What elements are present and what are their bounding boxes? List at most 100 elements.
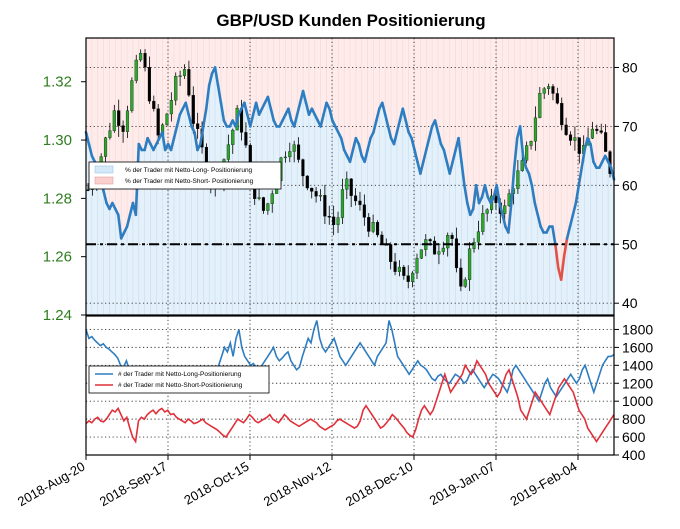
long-share-band [461, 161, 465, 315]
long-share-band [549, 226, 553, 315]
short-share-band [546, 38, 550, 233]
long-share-band [276, 126, 280, 315]
short-share-band [429, 38, 433, 139]
long-share-band [311, 108, 316, 315]
percent-tick-label: 60 [622, 177, 638, 193]
candle-up [270, 193, 274, 204]
long-share-band [282, 120, 286, 315]
long-share-band [209, 85, 213, 316]
short-share-band [115, 38, 119, 209]
net-long-segment [204, 83, 211, 111]
candle-down [599, 130, 603, 133]
long-share-band [171, 149, 175, 315]
short-share-band [446, 38, 451, 162]
percent-tick-label: 70 [622, 118, 638, 134]
net-long-segment [580, 148, 586, 169]
long-share-band [350, 161, 354, 315]
long-share-band [197, 149, 201, 315]
date-tick-label: 2019-Jan-07 [427, 459, 498, 508]
net-long-segment [372, 119, 378, 134]
positioning-lines [84, 66, 616, 281]
long-share-band [487, 197, 492, 315]
long-share-band [385, 114, 389, 315]
short-share-band [197, 38, 201, 150]
short-share-band [162, 38, 166, 133]
long-share-band [470, 214, 474, 315]
candle-up [108, 130, 112, 138]
short-share-band [215, 38, 219, 68]
net-long-segment [357, 142, 364, 158]
net-long-segment [424, 136, 431, 152]
short-share-band [344, 38, 348, 150]
top-panel-frame [85, 37, 615, 316]
long-share-band [405, 120, 410, 315]
long-share-band [218, 85, 222, 316]
candle-down [248, 145, 252, 165]
short-share-band [593, 38, 597, 162]
long-share-band [150, 144, 154, 315]
short-share-band [352, 38, 357, 150]
short-share-band [288, 38, 292, 109]
top-legend: % der Trader mit Netto-Long- Positionier… [88, 161, 282, 190]
long-share-band [572, 214, 577, 315]
long-share-band [306, 102, 310, 315]
date-axis: 2018-Aug-20 2018-Sep-17 2018-Oct-15 2018-No… [15, 455, 580, 509]
net-long-segment [589, 142, 595, 164]
long-share-band [103, 191, 107, 315]
candle-down [261, 197, 266, 211]
net-long-segment [422, 148, 428, 164]
candle-up [415, 258, 419, 274]
candle-up [533, 117, 537, 142]
net-long-segment [193, 130, 199, 152]
long-share-band [435, 120, 439, 315]
short-share-band [264, 38, 269, 103]
long-share-band [115, 208, 119, 315]
candle-up [340, 189, 344, 218]
short-share-band [394, 38, 398, 145]
long-share-band [253, 114, 257, 315]
long-share-band [326, 102, 330, 315]
short-share-band [194, 38, 198, 133]
short-share-band [132, 38, 137, 204]
short-share-band [347, 38, 351, 156]
long-share-band [291, 120, 295, 315]
short-share-band [156, 38, 160, 145]
candle-up [520, 160, 524, 171]
long-share-band [482, 197, 486, 315]
short-share-band [558, 38, 562, 268]
short-share-band [218, 38, 222, 86]
net-long-segment [175, 113, 182, 128]
long-share-band [124, 232, 128, 315]
candle-up [371, 222, 375, 232]
net-long-segment [401, 107, 408, 122]
candle-down [305, 175, 309, 189]
short-share-band [511, 38, 515, 204]
long-share-band [317, 120, 322, 315]
short-share-band [564, 38, 568, 257]
long-share-band [443, 149, 448, 315]
candle-down [327, 216, 331, 218]
candle-up [419, 249, 423, 259]
long-share-band [567, 238, 571, 315]
net-long-segment [213, 66, 220, 87]
short-share-band [611, 38, 615, 168]
long-share-band [159, 138, 163, 315]
short-share-band [276, 38, 280, 127]
short-share-band [235, 38, 239, 127]
price-tick-label: 1.24 [43, 307, 72, 324]
legend-short-label: % der Trader mit Netto-Short- Positionie… [125, 178, 254, 185]
candle-down [459, 267, 463, 287]
net-long-segment [348, 148, 355, 164]
price-positioning-panel: 1.24 1.26 1.28 1.30 1.32 40 50 60 70 80 % der Tr… [43, 37, 638, 324]
candle-up [178, 75, 182, 77]
short-share-band [332, 38, 336, 121]
short-share-band [438, 38, 442, 133]
long-share-band [605, 155, 609, 315]
candle-down [191, 95, 195, 124]
short-share-band [176, 38, 181, 127]
chart-title: GBP/USD Kunden Positionierung [216, 11, 485, 30]
candle-down [454, 238, 459, 269]
candle-down [375, 222, 380, 236]
net-long-segment [565, 225, 572, 240]
